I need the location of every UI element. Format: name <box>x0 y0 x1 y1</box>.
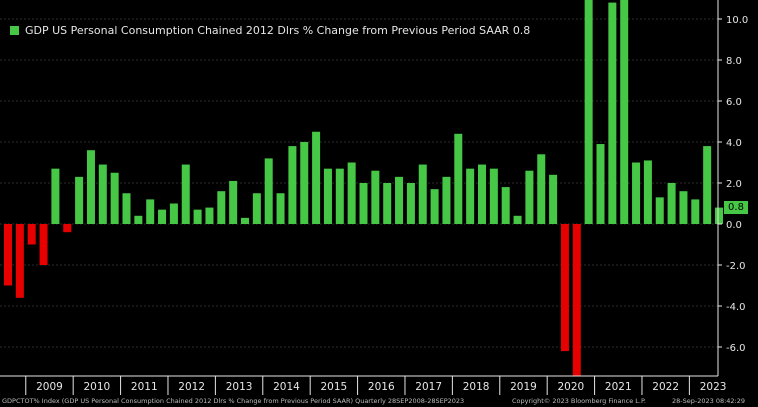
bar-2015Q1 <box>312 131 321 224</box>
x-tick-label: 2011 <box>131 381 158 393</box>
bar-2016Q1 <box>359 183 368 224</box>
bar-2010Q3 <box>98 164 107 224</box>
bar-2018Q1 <box>454 133 463 224</box>
bar-2020Q3 <box>572 224 581 376</box>
bar-2010Q2 <box>86 150 95 224</box>
legend-label: GDP US Personal Consumption Chained 2012… <box>25 24 531 37</box>
bar-2017Q1 <box>406 183 415 224</box>
bar-2010Q4 <box>110 172 119 224</box>
footer-ticker: GDPCTOT% Index (GDP US Personal Consumpt… <box>2 397 465 405</box>
bar-series <box>4 0 723 376</box>
bar-2012Q2 <box>181 164 190 224</box>
y-tick-label: -2.0 <box>726 261 746 272</box>
bar-2017Q2 <box>418 164 427 224</box>
bar-2013Q1 <box>217 191 226 224</box>
bar-2020Q2 <box>560 224 569 352</box>
bar-2008Q4 <box>15 224 24 298</box>
bar-2011Q1 <box>122 193 131 224</box>
footer: GDPCTOT% Index (GDP US Personal Consumpt… <box>0 396 758 407</box>
x-tick-label: 2023 <box>700 381 727 393</box>
bar-2009Q1 <box>27 224 36 245</box>
x-tick-label: 2018 <box>463 381 490 393</box>
bar-2021Q3 <box>620 0 629 224</box>
bar-2011Q4 <box>158 209 167 224</box>
legend: GDP US Personal Consumption Chained 2012… <box>8 22 537 39</box>
bar-2020Q4 <box>584 0 593 224</box>
x-tick-label: 2019 <box>510 381 537 393</box>
x-tick-label: 2010 <box>84 381 111 393</box>
bar-2016Q3 <box>383 183 392 224</box>
bar-2014Q4 <box>300 142 309 224</box>
bar-2022Q1 <box>643 160 652 224</box>
bar-2017Q3 <box>430 189 439 224</box>
bar-2022Q4 <box>679 191 688 224</box>
y-tick-label: -6.0 <box>726 343 746 354</box>
bar-2019Q3 <box>525 170 534 224</box>
y-tick-label: -4.0 <box>726 302 746 313</box>
x-tick-label: 2012 <box>178 381 205 393</box>
x-tick-label: 2013 <box>226 381 253 393</box>
bar-2019Q2 <box>513 215 522 224</box>
x-axis: 2009 2010 2011 2012 2013 2014 2015 2016 2017 2018… <box>0 375 727 395</box>
bar-2022Q3 <box>667 183 676 224</box>
x-tick-label: 2009 <box>36 381 63 393</box>
bar-2021Q2 <box>608 2 617 224</box>
bar-2019Q1 <box>501 187 510 224</box>
bar-2015Q2 <box>323 168 332 224</box>
y-tick-label: 2.0 <box>726 179 742 190</box>
bar-2014Q3 <box>288 146 297 224</box>
bar-2009Q4 <box>63 224 72 233</box>
bar-2014Q1 <box>264 158 273 224</box>
bar-2011Q2 <box>134 215 143 224</box>
x-tick-label: 2020 <box>558 381 585 393</box>
bar-2008Q3 <box>4 224 12 286</box>
x-tick-label: 2016 <box>368 381 395 393</box>
bar-2019Q4 <box>537 154 546 224</box>
bar-2021Q1 <box>596 144 605 224</box>
x-tick-label: 2021 <box>605 381 632 393</box>
footer-copyright: Copyright© 2023 Bloomberg Finance L.P. <box>512 397 646 405</box>
bar-2016Q4 <box>395 176 404 224</box>
bar-2009Q2 <box>39 224 48 265</box>
bar-2011Q3 <box>146 199 155 224</box>
bar-2018Q3 <box>478 164 486 224</box>
bar-undefined <box>715 207 723 224</box>
last-value-badge: 0.8 <box>724 200 748 214</box>
bar-2014Q2 <box>276 193 285 224</box>
x-tick-label: 2015 <box>321 381 348 393</box>
bar-2021Q4 <box>632 162 641 224</box>
y-axis: 10.0 8.0 6.0 4.0 2.0 0.0 -2.0 -4.0 -6.0 <box>717 0 748 376</box>
bar-2015Q4 <box>347 162 356 224</box>
bar-2022Q2 <box>655 197 664 224</box>
legend-swatch <box>10 26 19 35</box>
bar-2012Q4 <box>205 207 214 224</box>
bar-2013Q2 <box>229 180 238 224</box>
y-tick-label: 4.0 <box>726 138 742 149</box>
bar-2018Q2 <box>466 168 475 224</box>
bar-2018Q4 <box>489 168 498 224</box>
bar-2009Q3 <box>51 168 60 224</box>
y-tick-label: 8.0 <box>726 56 742 67</box>
bar-2013Q3 <box>241 217 249 224</box>
bar-2016Q2 <box>371 170 380 224</box>
y-tick-label: 10.0 <box>726 15 748 26</box>
bar-2015Q3 <box>335 168 344 224</box>
chart-canvas: 10.0 8.0 6.0 4.0 2.0 0.0 -2.0 -4.0 -6.0 2009 2010… <box>0 0 748 395</box>
bar-2020Q1 <box>549 174 558 224</box>
bar-2017Q4 <box>442 176 451 224</box>
y-tick-label: 6.0 <box>726 97 742 108</box>
x-tick-label: 2017 <box>415 381 442 393</box>
y-tick-label: 0.0 <box>726 220 742 231</box>
bar-2010Q1 <box>75 176 84 224</box>
bar-2013Q4 <box>252 193 261 224</box>
bar-2012Q3 <box>193 209 202 224</box>
bar-2012Q1 <box>169 203 178 224</box>
bar-2023Q2 <box>703 146 712 224</box>
bar-2023Q1 <box>691 199 700 224</box>
footer-timestamp: 28-Sep-2023 08:42:29 <box>672 397 746 405</box>
x-tick-label: 2022 <box>652 381 679 393</box>
x-tick-label: 2014 <box>273 381 300 393</box>
